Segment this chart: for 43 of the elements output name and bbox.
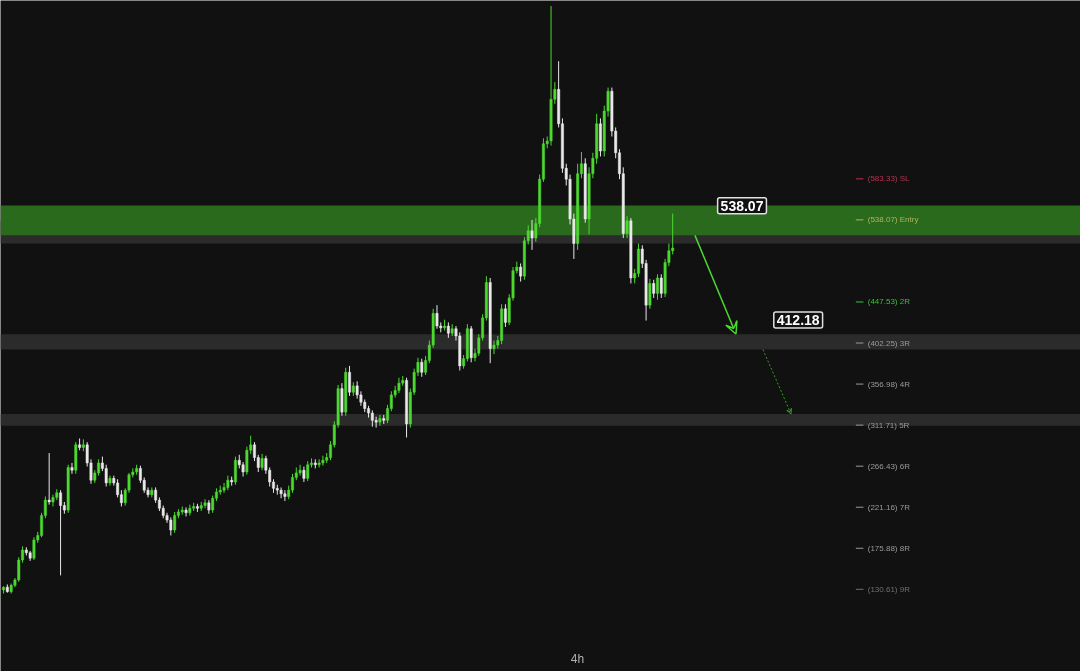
candlestick	[203, 498, 207, 509]
candlestick	[492, 340, 496, 355]
candlestick	[234, 456, 237, 486]
ref-line-label: (130.61) 9R	[867, 584, 911, 594]
ref-line-label: (538.07) Entry	[867, 215, 919, 225]
candlestick	[306, 460, 310, 482]
ref-line-label: (583.33) SL	[867, 174, 911, 184]
candlestick	[291, 473, 294, 494]
candlestick	[420, 358, 424, 378]
annotation: 4h	[570, 651, 585, 666]
candlestick	[173, 511, 177, 534]
ref-line-label: (266.43) 6R	[867, 461, 911, 471]
candlestick	[340, 382, 344, 417]
candlestick	[503, 303, 507, 328]
candlestick	[317, 458, 321, 468]
ref-line-label: (447.53) 2R	[867, 297, 911, 307]
candlestick	[530, 219, 534, 251]
candlestick	[397, 377, 401, 394]
candlestick	[32, 536, 36, 561]
candlestick	[298, 464, 302, 477]
ref-line-label: (356.98) 4R	[867, 379, 911, 389]
candlestick	[70, 462, 74, 475]
annotation: 412.18	[776, 312, 820, 329]
annotation: 538.07	[720, 197, 764, 214]
candlestick	[519, 262, 523, 283]
candlestick	[652, 279, 656, 299]
candlestick	[435, 304, 439, 330]
candlestick	[348, 365, 351, 397]
candlestick	[648, 278, 652, 310]
candlestick	[184, 506, 188, 517]
ref-line-label: (175.88) 8R	[867, 543, 911, 553]
ref-line-label: (221.16) 7R	[867, 502, 911, 512]
candlestick	[279, 486, 283, 499]
candlestick	[656, 273, 659, 301]
candlestick	[378, 414, 382, 427]
ref-line-label: (311.71) 5R	[867, 420, 910, 430]
ref-line-label: (402.25) 3R	[867, 338, 911, 348]
candlestick	[59, 489, 62, 576]
candlestick	[283, 489, 287, 502]
candlestick	[47, 452, 51, 506]
candlestick	[169, 516, 173, 536]
candlestick	[625, 215, 629, 239]
candlestick	[321, 455, 325, 467]
